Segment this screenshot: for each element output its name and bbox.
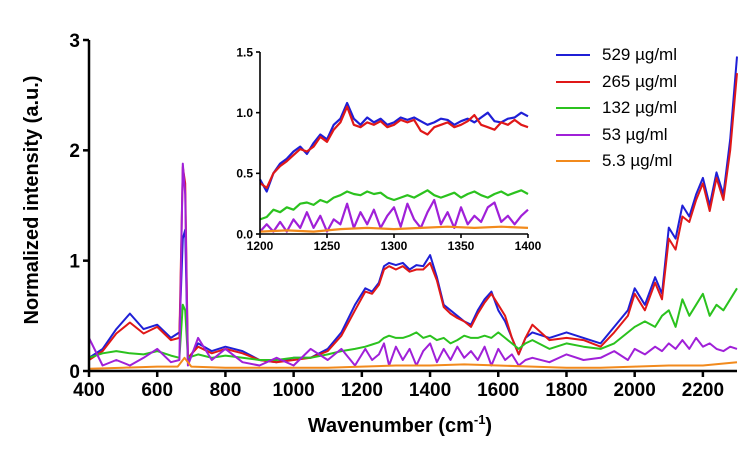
x-tick-label: 2200 [682, 380, 724, 401]
inset-x-tick-label: 1250 [314, 239, 341, 253]
main-axes: 400 600 800 1000 1200 1400 1600 1800 2000 2200012… [69, 31, 737, 401]
inset-x-tick-label: 1400 [515, 239, 542, 253]
series-line-4 [88, 356, 738, 370]
series-line-2 [88, 287, 738, 361]
legend-swatch [556, 160, 590, 163]
legend-swatch [556, 107, 590, 110]
y-axis-label: Normalized intensity (a.u.) [21, 76, 43, 325]
inset-series-line-3 [259, 198, 529, 233]
y-tick-label: 3 [69, 31, 80, 52]
x-tick-label: 1200 [341, 380, 383, 401]
legend-label: 5.3 µg/ml [602, 151, 673, 171]
inset-axes: 1200 1250 1300 1350 1400 0.0 0.5 1.0 1.5 [236, 45, 541, 253]
x-tick-label: 1800 [545, 380, 587, 401]
x-axis-label: Wavenumber (cm-1) [308, 412, 492, 437]
legend: 529 µg/ml 265 µg/ml 132 µg/ml 53 µg/ml 5… [556, 42, 746, 175]
legend-swatch [556, 80, 590, 83]
inset-series-line-2 [259, 189, 529, 221]
x-tick-label: 800 [210, 380, 242, 401]
legend-label: 53 µg/ml [602, 124, 668, 144]
inset-x-tick-label: 1200 [247, 239, 274, 253]
inset-y-tick-label: 0.5 [236, 167, 253, 181]
legend-label: 529 µg/ml [602, 45, 677, 65]
x-tick-label: 1600 [477, 380, 519, 401]
legend-swatch [556, 133, 590, 136]
main-plot-lines [88, 56, 738, 370]
x-axis-label-superscript: -1 [474, 412, 486, 427]
series-line-3 [88, 162, 738, 367]
legend-item: 5.3 µg/ml [556, 148, 746, 175]
legend-item: 265 µg/ml [556, 69, 746, 96]
inset-x-tick-label: 1350 [448, 239, 475, 253]
inset-background [258, 50, 530, 240]
x-tick-label: 600 [141, 380, 173, 401]
x-tick-label: 2000 [614, 380, 656, 401]
inset-x-tick-label: 1300 [381, 239, 408, 253]
inset-series-line-4 [259, 225, 529, 233]
series-line-1 [88, 73, 738, 364]
x-tick-label: 400 [73, 380, 105, 401]
inset-plot: 1200 1250 1300 1350 1400 0.0 0.5 1.0 1.5 [236, 45, 541, 253]
y-tick-label: 2 [69, 141, 80, 162]
legend-label: 132 µg/ml [602, 98, 677, 118]
legend-item: 529 µg/ml [556, 42, 746, 69]
inset-y-tick-label: 1.0 [236, 106, 253, 120]
x-axis-label-main: Wavenumber (cm [308, 415, 474, 437]
inset-series-line-1 [259, 105, 529, 189]
x-axis-label-end: ) [485, 415, 492, 437]
y-tick-label: 0 [69, 362, 80, 383]
y-tick-label: 1 [69, 252, 80, 273]
legend-item: 53 µg/ml [556, 122, 746, 149]
legend-label: 265 µg/ml [602, 71, 677, 91]
legend-swatch [556, 54, 590, 57]
inset-y-tick-label: 1.5 [236, 45, 253, 59]
x-tick-label: 1000 [272, 380, 314, 401]
x-tick-label: 1400 [409, 380, 451, 401]
inset-plot-lines [259, 101, 529, 233]
inset-y-tick-label: 0.0 [236, 227, 253, 241]
legend-item: 132 µg/ml [556, 95, 746, 122]
